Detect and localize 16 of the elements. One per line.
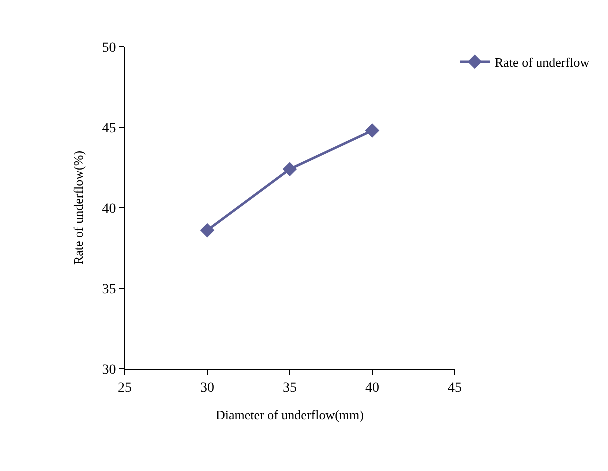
- y-tick-label: 30: [102, 362, 116, 378]
- x-tick-label: 40: [366, 380, 380, 396]
- y-axis-title: Rate of underflow(%): [71, 150, 86, 266]
- y-tick-label: 35: [102, 282, 116, 298]
- x-tick-label: 25: [118, 380, 132, 396]
- legend-label: Rate of underflow: [495, 55, 590, 70]
- y-tick-label: 40: [102, 202, 116, 217]
- point: [200, 223, 215, 238]
- x-tick-label: 45: [448, 380, 462, 396]
- y-tick-label: 50: [102, 40, 116, 56]
- point: [282, 162, 298, 177]
- x-axis-title: Diameter of underflow(mm): [216, 407, 364, 422]
- y-tick-label: 45: [102, 121, 116, 136]
- x-tick-label: 35: [283, 380, 297, 396]
- x-tick-label: 30: [200, 380, 214, 396]
- point: [365, 124, 380, 138]
